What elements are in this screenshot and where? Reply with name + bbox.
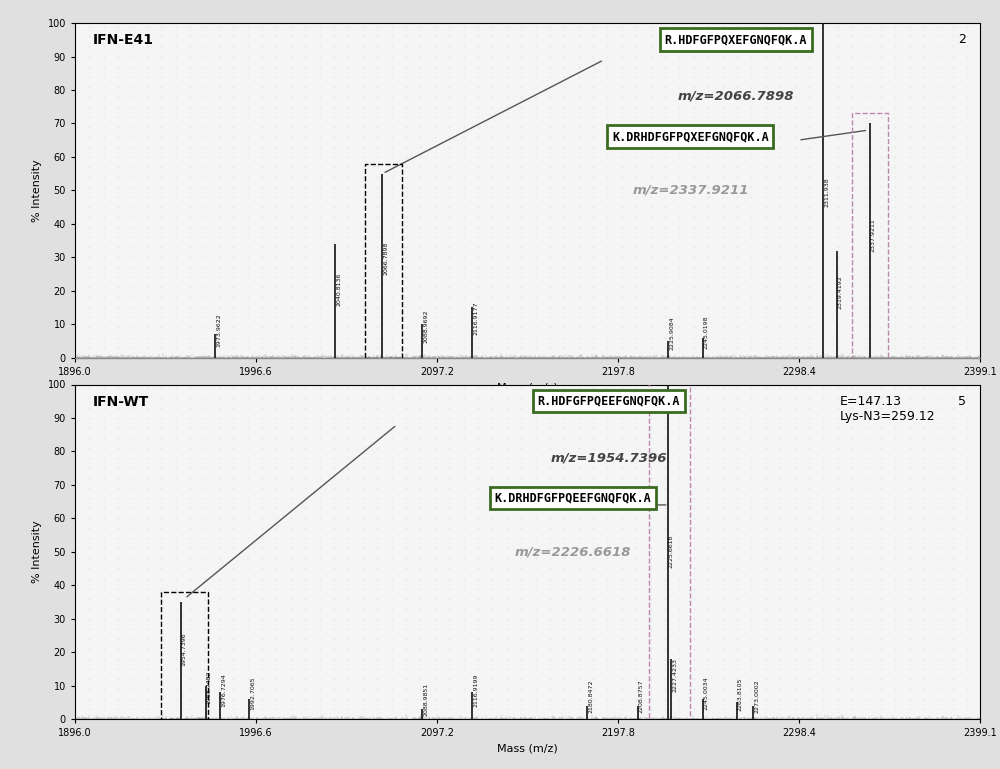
Text: 2227.4233: 2227.4233 xyxy=(672,658,677,692)
Text: 2337.9211: 2337.9211 xyxy=(871,218,876,252)
Text: 5: 5 xyxy=(958,394,966,408)
Text: 2225.6618: 2225.6618 xyxy=(669,535,674,568)
Text: m/z=2066.7898: m/z=2066.7898 xyxy=(677,90,794,103)
Text: 2245.0034: 2245.0034 xyxy=(704,677,709,710)
Text: 1992.7065: 1992.7065 xyxy=(250,677,255,710)
Text: m/z=1954.7396: m/z=1954.7396 xyxy=(551,451,667,464)
Text: K.DRHDFGFPQXEFGNQFQK.A: K.DRHDFGFPQXEFGNQFQK.A xyxy=(612,130,769,143)
Text: m/z=2337.9211: m/z=2337.9211 xyxy=(632,184,749,197)
Text: IFN-E41: IFN-E41 xyxy=(93,33,154,47)
Text: 2311.938: 2311.938 xyxy=(824,178,829,207)
Text: K.DRHDFGFPQEEFGNQFQK.A: K.DRHDFGFPQEEFGNQFQK.A xyxy=(494,491,651,504)
Text: 2225.9084: 2225.9084 xyxy=(669,316,674,350)
Text: 2319.4192: 2319.4192 xyxy=(838,275,843,309)
Text: 2263.8105: 2263.8105 xyxy=(738,678,743,711)
Text: 2208.8757: 2208.8757 xyxy=(639,680,644,713)
Text: 2088.9851: 2088.9851 xyxy=(423,682,428,716)
Text: m/z=2226.6618: m/z=2226.6618 xyxy=(514,545,631,558)
Text: 2273.0002: 2273.0002 xyxy=(754,679,759,713)
Bar xyxy=(852,113,888,358)
Y-axis label: % Intensity: % Intensity xyxy=(32,159,42,221)
Text: 2: 2 xyxy=(959,33,966,46)
Text: IFN-WT: IFN-WT xyxy=(93,394,149,408)
Bar xyxy=(161,592,208,719)
Text: R.HDFGFPQXEFGNQFQK.A: R.HDFGFPQXEFGNQFQK.A xyxy=(664,33,807,46)
X-axis label: Mass (m/z): Mass (m/z) xyxy=(497,382,558,392)
Text: 1973.9622: 1973.9622 xyxy=(216,313,221,347)
Text: 2245.0198: 2245.0198 xyxy=(704,315,709,348)
Text: 1976.7294: 1976.7294 xyxy=(221,673,226,707)
Text: 2040.8136: 2040.8136 xyxy=(336,273,341,306)
Bar xyxy=(365,164,402,358)
X-axis label: Mass (m/z): Mass (m/z) xyxy=(497,744,558,754)
Text: 2180.8472: 2180.8472 xyxy=(588,680,593,713)
Text: 2066.7898: 2066.7898 xyxy=(383,241,388,275)
Text: R.HDFGFPQEEFGNQFQK.A: R.HDFGFPQEEFGNQFQK.A xyxy=(538,394,680,408)
Text: 2116.9177: 2116.9177 xyxy=(473,301,478,335)
Y-axis label: % Intensity: % Intensity xyxy=(32,521,42,583)
Bar xyxy=(649,375,690,719)
Text: 2116.9199: 2116.9199 xyxy=(473,674,478,707)
Text: E=147.13
Lys-N3=259.12: E=147.13 Lys-N3=259.12 xyxy=(840,394,935,422)
Text: 1954.7396: 1954.7396 xyxy=(182,633,187,666)
Text: 2088.9692: 2088.9692 xyxy=(423,309,428,342)
Text: 1968.7482: 1968.7482 xyxy=(207,671,212,704)
